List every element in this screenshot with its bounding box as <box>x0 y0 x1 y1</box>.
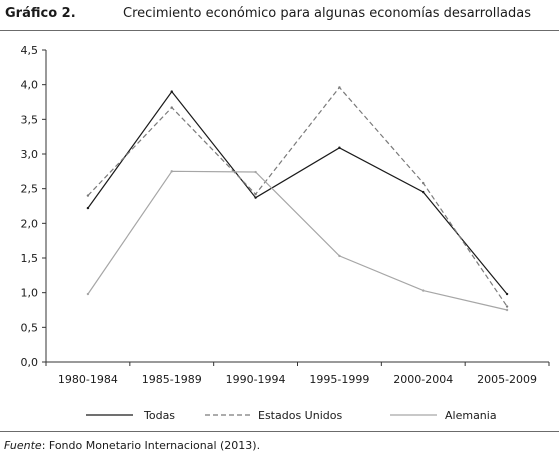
data-point <box>422 181 425 185</box>
x-tick-label: 1990-1994 <box>226 373 286 386</box>
chart-series <box>86 86 509 312</box>
x-tick-label: 1985-1989 <box>142 373 202 386</box>
chart-axes <box>45 50 549 363</box>
chart-area: 0,0 0,5 1,0 1,5 2,0 2,5 3,0 3,5 4,0 4,5 1980-1984… <box>0 30 559 430</box>
line-chart: 0,0 0,5 1,0 1,5 2,0 2,5 3,0 3,5 4,0 4,5 1980-1984… <box>21 44 550 422</box>
legend-label: Todas <box>143 409 175 422</box>
data-point <box>338 146 341 149</box>
data-point <box>505 308 509 312</box>
footer-divider <box>0 431 559 432</box>
source-note: Fuente: Fondo Monetario Internacional (2… <box>4 439 260 452</box>
data-point <box>338 86 341 89</box>
data-point <box>86 194 90 197</box>
y-tick-label: 3,5 <box>21 113 39 126</box>
x-tick-label: 2000-2004 <box>393 373 453 386</box>
data-point <box>86 292 90 296</box>
data-point <box>422 289 425 292</box>
series-line-alemania <box>87 170 508 311</box>
data-point <box>422 190 425 194</box>
chart-title: Crecimiento económico para algunas econo… <box>123 6 531 21</box>
data-point <box>505 292 509 296</box>
data-point <box>254 170 257 174</box>
data-point <box>86 206 90 210</box>
data-point <box>254 196 257 199</box>
data-point <box>170 90 173 93</box>
data-point <box>170 170 173 173</box>
x-tick-label: 2005-2009 <box>477 373 537 386</box>
y-tick-label: 4,5 <box>21 44 39 57</box>
x-axis-ticks: 1980-1984 1985-1989 1990-1994 1995-1999 2000… <box>45 362 550 386</box>
x-tick-label: 1995-1999 <box>309 373 369 386</box>
source-label: Fuente <box>4 439 42 452</box>
y-axis-ticks: 0,0 0,5 1,0 1,5 2,0 2,5 3,0 3,5 4,0 4,5 <box>21 44 46 369</box>
y-tick-label: 0,0 <box>21 356 39 369</box>
data-point <box>505 305 509 308</box>
legend-label: Alemania <box>445 409 497 422</box>
source-text: : Fondo Monetario Internacional (2013). <box>41 439 261 452</box>
data-point <box>338 254 341 258</box>
y-tick-label: 3,0 <box>21 148 39 161</box>
x-tick-label: 1980-1984 <box>58 373 118 386</box>
y-tick-label: 0,5 <box>21 321 39 334</box>
figure-header: Gráfico 2. Crecimiento económico para al… <box>0 0 559 31</box>
figure-label: Gráfico 2. <box>5 6 76 21</box>
y-tick-label: 2,0 <box>21 217 39 230</box>
series-line-estados-unidos <box>87 86 508 307</box>
y-tick-label: 4,0 <box>21 79 39 92</box>
chart-legend: Todas Estados Unidos Alemania <box>86 409 497 422</box>
data-point <box>254 193 257 196</box>
data-point <box>170 106 173 109</box>
y-tick-label: 1,0 <box>21 287 39 300</box>
y-tick-label: 2,5 <box>21 183 39 196</box>
y-tick-label: 1,5 <box>21 252 39 265</box>
series-line-todas <box>87 90 508 295</box>
legend-label: Estados Unidos <box>258 409 342 422</box>
